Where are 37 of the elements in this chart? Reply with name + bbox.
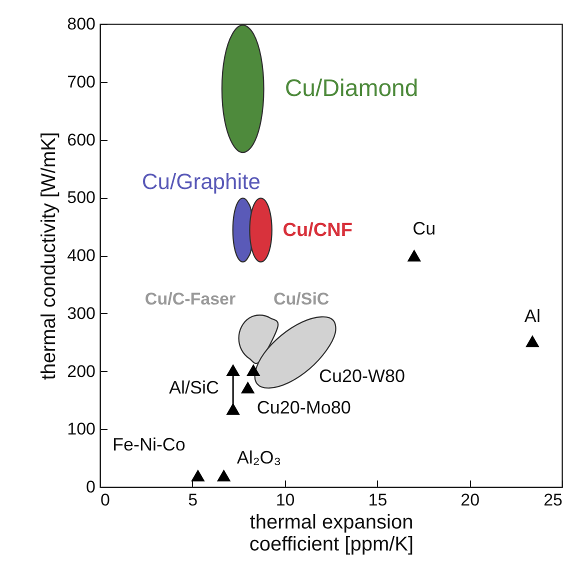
x-tick-label: 10 [276,490,295,510]
y-tick-label: 600 [67,130,96,150]
series-label: Cu/CNF [282,220,352,242]
x-tick-label: 20 [460,490,480,510]
series-label: Cu/C-Faser [144,289,236,308]
series-label: Cu/Graphite [142,169,261,194]
point [191,469,205,482]
point [526,335,540,348]
annotation: Al₂O₃ [236,447,282,468]
annotation: Al/SiC [169,378,220,398]
x-axis-title: thermal expansion coefficient [ppm/K] [249,512,414,556]
y-tick-label: 200 [67,362,96,381]
y-tick-label: 800 [67,14,96,34]
point [246,364,260,376]
point [240,381,255,394]
point [226,364,240,376]
y-tick-label: 300 [67,304,96,323]
y-tick-label: 100 [67,420,96,439]
series-label: Cu/SiC [273,289,330,308]
y-tick-label: 500 [67,188,96,208]
x-tick-label: 15 [368,490,388,510]
annotation: Cu [412,218,436,238]
point [216,469,231,482]
point [407,250,422,262]
annotation: Fe-Ni-Co [112,434,186,454]
x-tick-label: 0 [100,490,110,510]
annotation: Cu20-W80 [319,366,406,386]
y-tick-label: 400 [67,246,96,265]
x-tick-label: 5 [188,490,198,510]
y-tick-label: 700 [67,72,96,92]
series-label: Cu/Diamond [284,74,418,102]
annotation: Al [524,306,540,326]
y-axis-title: thermal conductivity [W/mK] [38,132,60,380]
annotation: Cu20-Mo80 [256,397,351,418]
point [226,402,240,415]
y-tick-label: 0 [86,478,96,496]
x-tick-label: 25 [544,490,562,510]
